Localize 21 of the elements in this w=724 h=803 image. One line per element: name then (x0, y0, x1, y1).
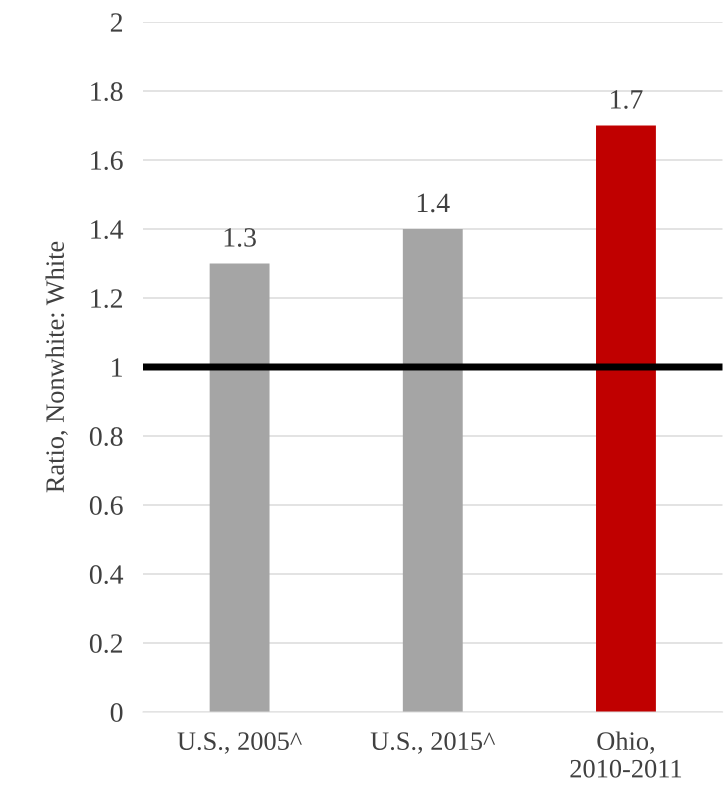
x-tick-label: U.S., 2005^ (178, 732, 302, 754)
y-tick-label: 2 (110, 13, 122, 32)
y-tick-label: 0.6 (90, 496, 123, 516)
y-axis-title: Ratio, Nonwhite: White (45, 242, 68, 492)
data-label: 1.7 (611, 90, 643, 109)
y-tick-label: 1.6 (91, 151, 123, 170)
y-tick-label: 0.4 (90, 565, 124, 584)
y-tick-label: 1.4 (91, 220, 124, 240)
y-tick-label: 0.2 (90, 634, 122, 654)
bar (210, 264, 270, 712)
y-tick-label: 0 (110, 703, 122, 722)
bar (402, 229, 463, 712)
y-tick-label: 1.2 (91, 289, 122, 308)
y-tick-label: 0.8 (90, 427, 122, 446)
bar (596, 126, 656, 712)
x-tick-label: Ohio, 2010-2011 (570, 731, 682, 778)
y-tick-label: 1.8 (91, 82, 122, 102)
data-label: 1.4 (418, 194, 450, 212)
y-tick-label: 1 (112, 358, 122, 377)
x-tick-label: U.S., 2015^ (370, 732, 496, 754)
data-label: 1.3 (224, 228, 256, 247)
